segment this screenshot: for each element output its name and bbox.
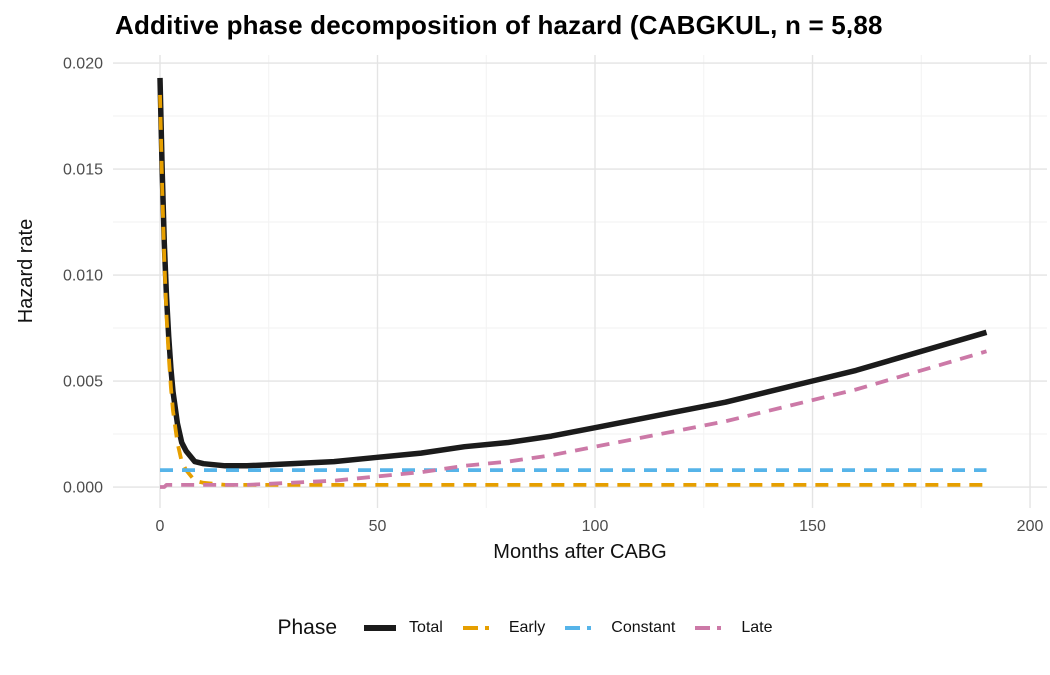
y-tick-label: 0.000 (63, 480, 103, 497)
x-tick-label: 200 (1017, 518, 1044, 535)
legend-item-constant: Constant (563, 619, 675, 637)
legend-label-constant: Constant (611, 619, 676, 636)
late-series-line (160, 349, 988, 489)
legend: Phase Total Early Constant Late (0, 606, 1050, 650)
total-series-line (157, 77, 988, 469)
y-axis-title: Hazard rate (15, 218, 37, 324)
x-tick-label: 0 (156, 518, 165, 535)
y-tick-label: 0.005 (63, 374, 103, 391)
legend-item-late: Late (693, 619, 772, 637)
y-tick-label: 0.020 (63, 56, 103, 73)
y-tick-label: 0.010 (63, 268, 103, 285)
x-tick-label: 150 (799, 518, 826, 535)
legend-label-late: Late (741, 619, 773, 636)
x-axis-title: Months after CABG (493, 541, 667, 563)
legend-item-total: Total (361, 619, 443, 637)
late-line-key-icon (695, 626, 730, 630)
legend-label-early: Early (508, 619, 546, 636)
early-line-key-icon (462, 626, 497, 630)
legend-title: Phase (277, 616, 338, 639)
constant-line-key-icon (565, 626, 600, 630)
y-tick-label: 0.015 (63, 162, 103, 179)
chart-title: Additive phase decomposition of hazard (… (115, 10, 883, 40)
legend-label-total: Total (409, 619, 443, 636)
early-series-line (158, 94, 987, 487)
legend-item-early: Early (461, 619, 545, 637)
hazard-chart-plot-area: 0.000 0.005 0.010 0.015 0.020 0 50 100 150 200 (63, 55, 1047, 535)
x-tick-label: 100 (582, 518, 609, 535)
total-line-key-icon (364, 625, 397, 631)
x-tick-label: 50 (369, 518, 387, 535)
